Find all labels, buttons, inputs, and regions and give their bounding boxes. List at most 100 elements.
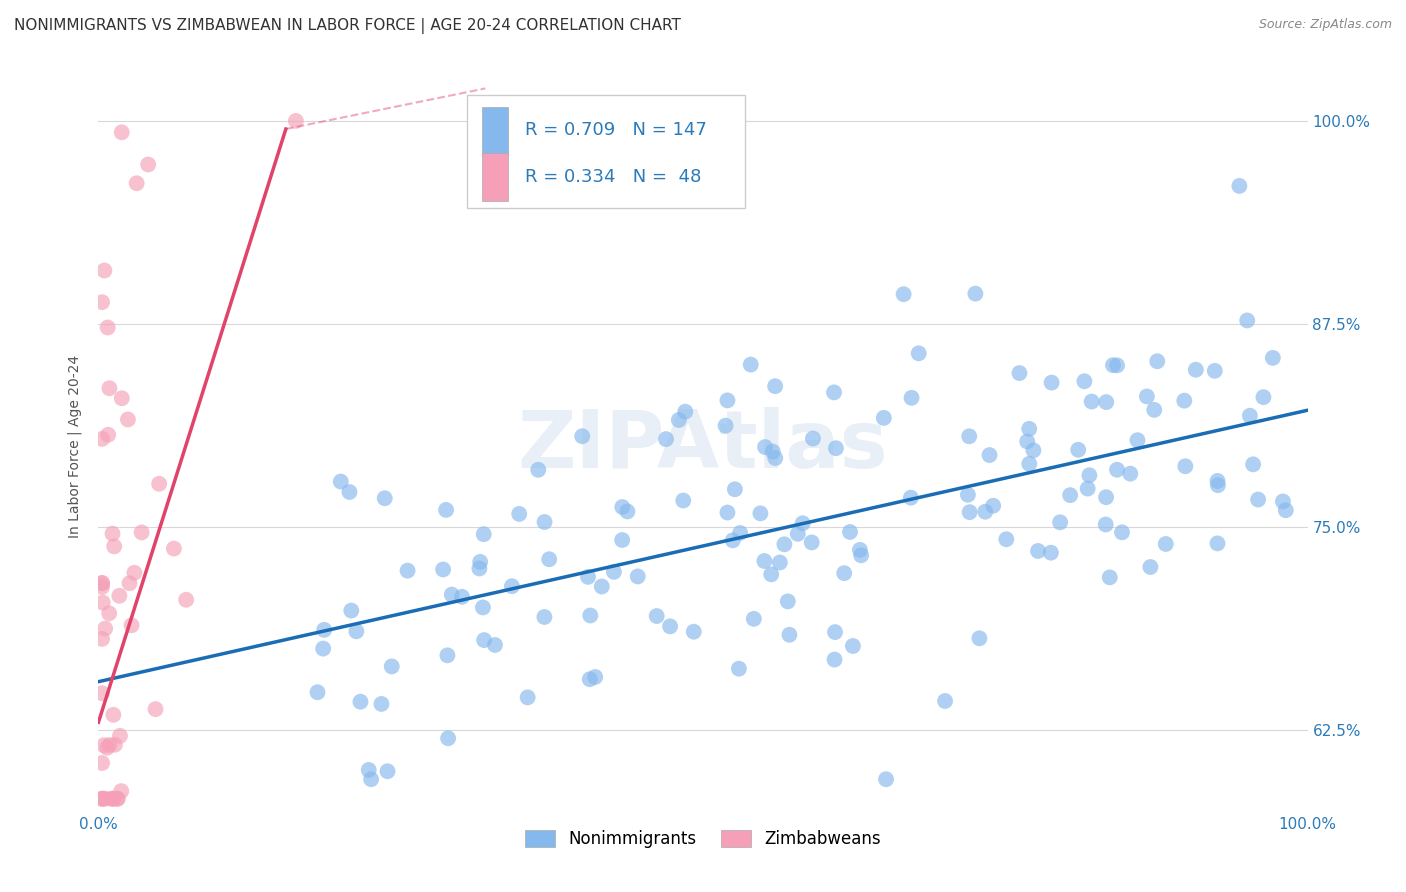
Point: [724, 483, 747, 497]
Point: [900, 391, 922, 405]
Point: [571, 429, 593, 443]
Point: [91, 295, 114, 310]
Point: [97, 320, 120, 334]
Point: [672, 493, 695, 508]
Point: [1059, 488, 1081, 502]
Point: [91, 756, 114, 770]
Point: [432, 562, 454, 576]
Point: [754, 554, 776, 568]
Point: [1094, 517, 1116, 532]
Point: [125, 176, 148, 190]
Point: [1261, 351, 1284, 365]
Point: [360, 772, 382, 787]
Point: [508, 507, 530, 521]
Point: [1022, 443, 1045, 458]
Legend: Nonimmigrants, Zimbabweans: Nonimmigrants, Zimbabweans: [519, 823, 887, 855]
Point: [1107, 359, 1129, 373]
Point: [349, 695, 371, 709]
Point: [579, 608, 602, 623]
Point: [1018, 457, 1040, 471]
Text: Source: ZipAtlas.com: Source: ZipAtlas.com: [1258, 18, 1392, 31]
Point: [103, 540, 125, 554]
Point: [91, 576, 114, 591]
Point: [91, 632, 114, 646]
Point: [979, 448, 1001, 462]
Point: [91, 575, 114, 590]
Text: R = 0.334   N =  48: R = 0.334 N = 48: [526, 168, 702, 186]
Point: [728, 525, 751, 540]
Point: [111, 391, 134, 405]
Point: [451, 590, 474, 604]
Point: [96, 740, 118, 755]
Point: [769, 556, 792, 570]
Point: [1271, 494, 1294, 508]
Point: [472, 527, 495, 541]
Point: [778, 628, 800, 642]
Point: [1040, 376, 1063, 390]
Point: [97, 427, 120, 442]
Point: [974, 505, 997, 519]
Point: [714, 418, 737, 433]
Point: [773, 537, 796, 551]
Point: [957, 429, 980, 443]
Point: [105, 791, 128, 805]
Point: [370, 697, 392, 711]
Point: [612, 500, 634, 514]
Point: [1143, 403, 1166, 417]
Point: [163, 541, 186, 556]
Point: [659, 619, 682, 633]
Point: [1095, 490, 1118, 504]
Point: [995, 533, 1018, 547]
Point: [934, 694, 956, 708]
Point: [98, 381, 121, 395]
Point: [900, 491, 922, 505]
FancyBboxPatch shape: [482, 107, 509, 155]
Point: [875, 772, 897, 787]
Point: [849, 549, 872, 563]
Point: [1274, 503, 1296, 517]
Point: [612, 533, 634, 547]
Point: [103, 791, 125, 805]
Point: [131, 525, 153, 540]
Point: [1206, 478, 1229, 492]
Point: [533, 515, 555, 529]
Point: [616, 504, 638, 518]
Point: [314, 623, 336, 637]
Point: [538, 552, 561, 566]
Point: [437, 731, 460, 746]
Point: [108, 589, 131, 603]
Point: [716, 393, 738, 408]
Point: [1095, 395, 1118, 409]
Point: [762, 444, 785, 458]
Point: [761, 567, 783, 582]
Text: ZIPAtlas: ZIPAtlas: [517, 407, 889, 485]
Point: [374, 491, 396, 506]
Point: [1241, 458, 1264, 472]
Point: [1146, 354, 1168, 368]
Point: [591, 579, 613, 593]
Point: [98, 738, 121, 752]
Point: [101, 791, 124, 805]
Point: [93, 263, 115, 277]
Point: [94, 791, 117, 805]
Point: [121, 618, 143, 632]
Point: [1073, 374, 1095, 388]
Point: [117, 412, 139, 426]
Point: [470, 555, 492, 569]
Point: [873, 410, 896, 425]
Point: [533, 610, 555, 624]
Point: [1139, 560, 1161, 574]
Point: [907, 346, 929, 360]
Point: [763, 379, 786, 393]
Point: [839, 524, 862, 539]
Point: [1077, 482, 1099, 496]
Point: [381, 659, 404, 673]
FancyBboxPatch shape: [482, 153, 509, 201]
Point: [104, 738, 127, 752]
Point: [377, 764, 399, 779]
Point: [832, 566, 855, 581]
Point: [1206, 536, 1229, 550]
Point: [1206, 474, 1229, 488]
Point: [91, 686, 114, 700]
Point: [824, 652, 846, 666]
